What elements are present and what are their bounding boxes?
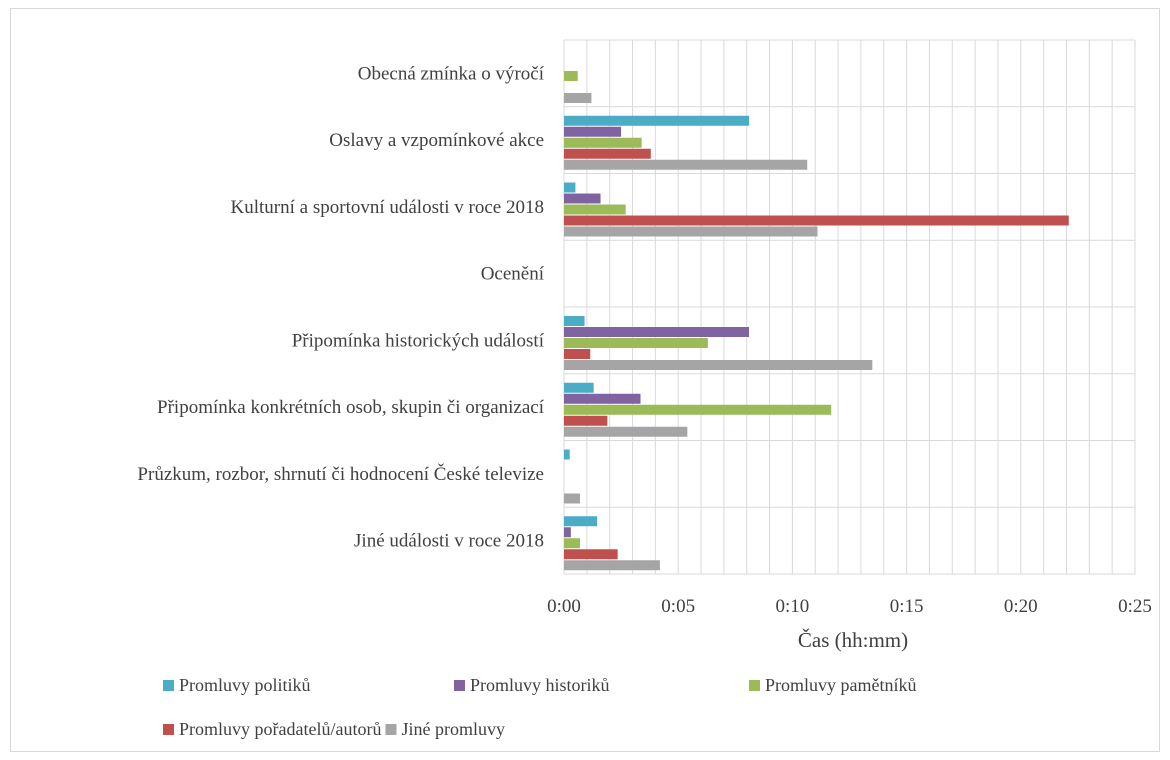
legend-swatch (163, 724, 174, 735)
x-tick-label: 0:00 (547, 596, 581, 617)
chart-frame: Obecná zmínka o výročí Oslavy a vzpomínko… (10, 8, 1160, 752)
x-tick-label: 0:10 (776, 596, 810, 617)
bar-chart: Obecná zmínka o výročí Oslavy a vzpomínko… (137, 39, 1152, 739)
bar (564, 360, 873, 370)
x-tick-labels: 0:00 0:05 0:10 0:15 0:20 0:25 (547, 596, 1152, 617)
bar (564, 404, 832, 415)
bar (564, 549, 618, 560)
bar (564, 516, 598, 527)
legend-label: Jiné promluvy (401, 719, 505, 739)
category-label: Připomínka historických událostí (292, 330, 545, 351)
legend-label: Promluvy pamětníků (765, 675, 917, 695)
legend-swatch (163, 680, 174, 691)
category-label: Obecná zmínka o výročí (358, 63, 545, 84)
bar (564, 226, 818, 237)
legend-item: Promluvy historiků (454, 675, 610, 695)
legend-item: Promluvy politiků (163, 675, 311, 695)
legend-item: Promluvy pamětníků (749, 675, 917, 695)
bar (564, 349, 591, 359)
bar (564, 393, 641, 404)
bar (564, 327, 750, 337)
bar (564, 71, 578, 81)
category-label: Jiné události v roce 2018 (354, 531, 544, 552)
bar (564, 316, 585, 326)
bar (564, 449, 570, 460)
bar (564, 182, 576, 193)
bar (564, 115, 750, 126)
x-axis-title: Čas (hh:mm) (798, 628, 908, 652)
bar (564, 137, 642, 148)
x-tick-label: 0:20 (1004, 596, 1038, 617)
legend-label: Promluvy politiků (179, 675, 311, 695)
x-tick-label: 0:05 (661, 596, 695, 617)
bar (564, 415, 608, 426)
bar (564, 382, 594, 393)
bar (564, 159, 808, 170)
x-tick-label: 0:25 (1118, 596, 1152, 617)
bar (564, 148, 651, 159)
bar (564, 426, 688, 437)
category-separators (564, 39, 1135, 575)
x-tick-label: 0:15 (890, 596, 924, 617)
bars (564, 71, 1069, 571)
category-label: Oslavy a vzpomínkové akce (329, 130, 544, 151)
bar (564, 338, 708, 348)
bar (564, 538, 580, 549)
bar (564, 527, 571, 538)
bar (564, 493, 580, 504)
bar (564, 93, 592, 103)
legend-label: Promluvy pořadatelů/autorů (179, 719, 381, 739)
category-label: Průzkum, rozbor, shrnutí či hodnocení Če… (137, 463, 544, 485)
bar (564, 560, 660, 571)
legend-label: Promluvy historiků (470, 675, 610, 695)
legend: Promluvy politiků Promluvy historiků Proml… (163, 675, 917, 739)
legend-item: Jiné promluvy (385, 719, 505, 739)
category-label: Kulturní a sportovní události v roce 201… (231, 197, 544, 218)
category-labels: Obecná zmínka o výročí Oslavy a vzpomínko… (137, 63, 544, 551)
bar (564, 126, 622, 137)
legend-swatch (454, 680, 465, 691)
category-label: Připomínka konkrétních osob, skupin či o… (157, 397, 545, 418)
category-label: Ocenění (481, 264, 545, 285)
bar (564, 204, 626, 215)
legend-swatch (385, 724, 397, 735)
bar (564, 193, 601, 204)
legend-item: Promluvy pořadatelů/autorů (163, 719, 381, 739)
legend-swatch (749, 680, 760, 691)
bar (564, 215, 1069, 226)
